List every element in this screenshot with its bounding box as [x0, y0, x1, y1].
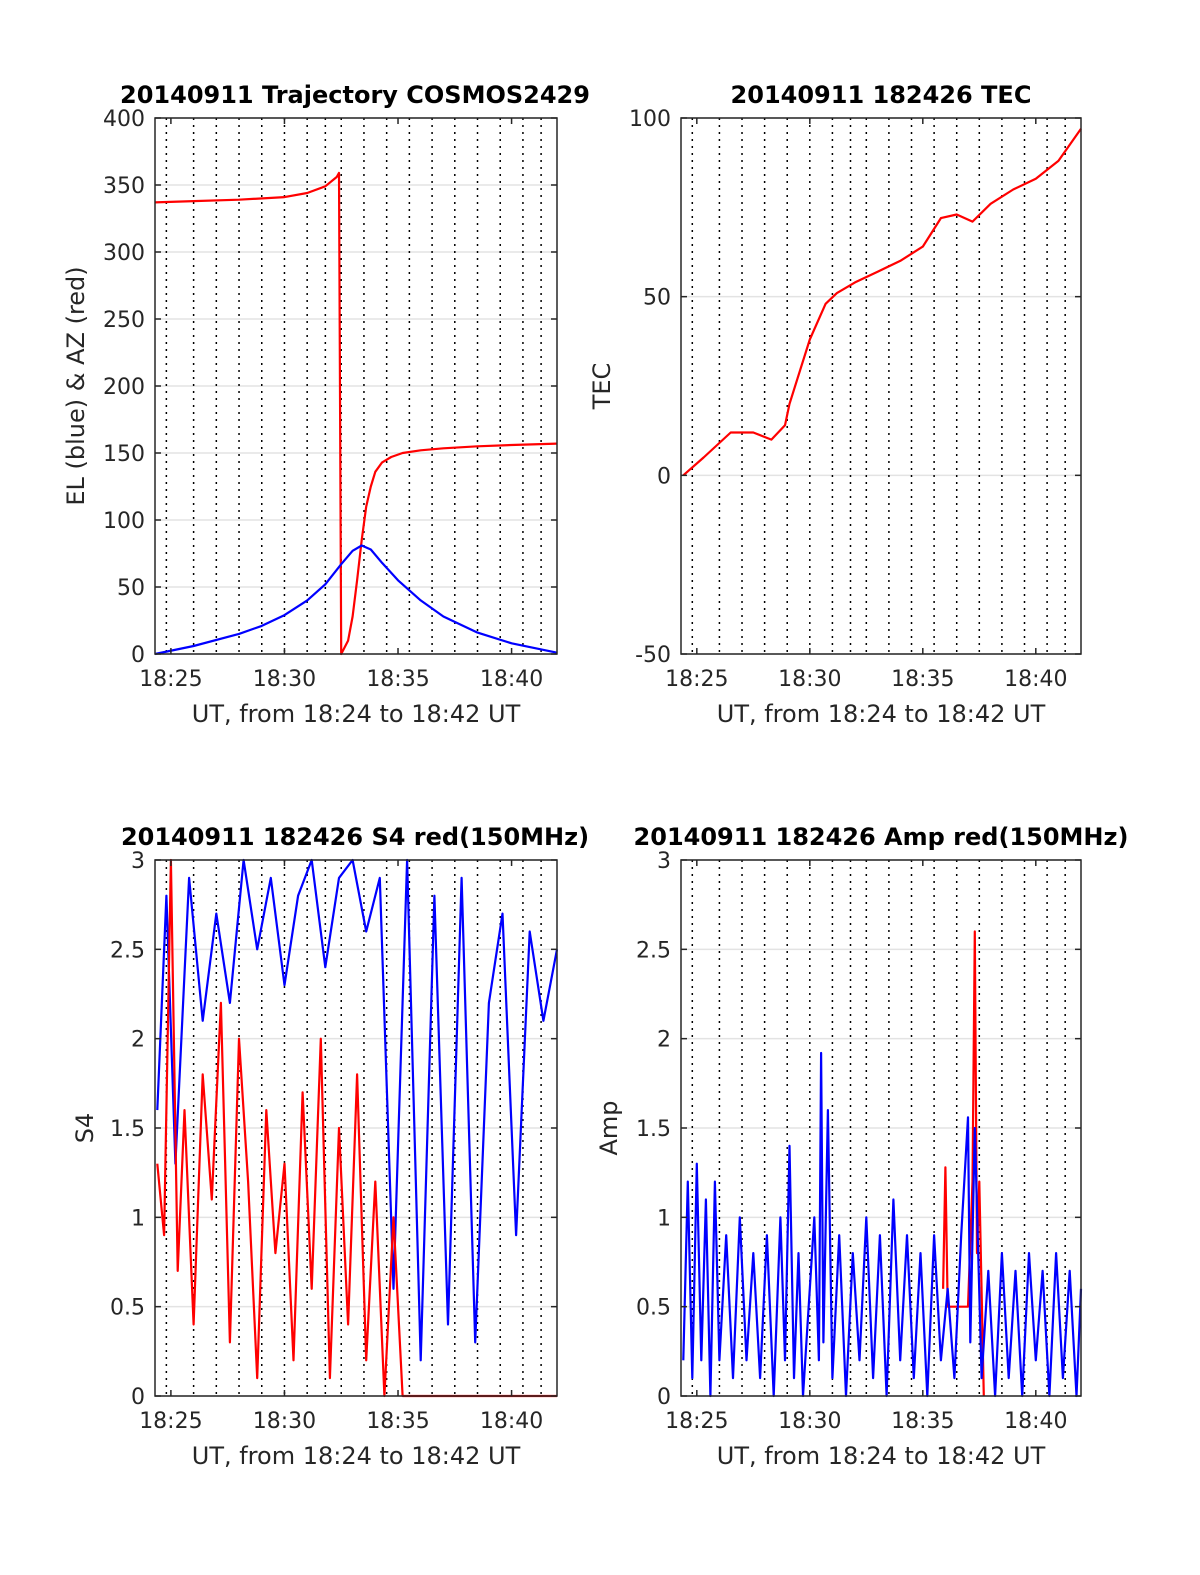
series-line-tec-1 — [682, 128, 1082, 477]
y-tick-label-s4: 2.5 — [110, 938, 145, 963]
x-tick-label-s4: 18:25 — [139, 1409, 202, 1434]
y-tick-label-tec: 100 — [629, 107, 671, 132]
y-tick-label-amp: 0.5 — [636, 1296, 671, 1321]
x-tick-label-trajectory: 18:30 — [253, 667, 316, 692]
x-tick-label-amp: 18:35 — [891, 1409, 954, 1434]
y-tick-label-tec: 50 — [643, 286, 671, 311]
x-axis-label-s4: UT, from 18:24 to 18:42 UT — [192, 1442, 521, 1470]
x-axis-label-trajectory: UT, from 18:24 to 18:42 UT — [192, 700, 521, 728]
chart-title-s4: 20140911 182426 S4 red(150MHz) — [121, 823, 589, 851]
chart-title-trajectory: 20140911 Trajectory COSMOS2429 — [120, 81, 590, 109]
x-tick-label-tec: 18:40 — [1004, 667, 1067, 692]
axes-box-tec — [680, 117, 1082, 655]
ticks-trajectory: 18:25 18:30 18:35 18:40 0 50 100 150 200 250 300 35… — [103, 107, 557, 692]
y-tick-label-trajectory: 100 — [103, 509, 145, 534]
x-axis-label-amp: UT, from 18:24 to 18:42 UT — [717, 1442, 1046, 1470]
x-tick-label-amp: 18:30 — [778, 1409, 841, 1434]
y-tick-label-tec: -50 — [635, 643, 671, 668]
y-tick-label-tec: 0 — [657, 464, 671, 489]
y-tick-label-s4: 3 — [131, 849, 145, 874]
y-tick-label-s4: 2 — [131, 1028, 145, 1053]
y-tick-label-amp: 0 — [657, 1385, 671, 1410]
x-tick-label-s4: 18:40 — [480, 1409, 543, 1434]
series-line-amp-1 — [942, 930, 985, 1397]
ticks-s4: 18:25 18:30 18:35 18:40 0 0.5 1 1.5 2 2.5 3 — [110, 849, 557, 1434]
x-tick-label-amp: 18:25 — [665, 1409, 728, 1434]
y-tick-label-trajectory: 0 — [131, 643, 145, 668]
y-tick-label-s4: 1 — [131, 1206, 145, 1231]
x-axis-label-tec: UT, from 18:24 to 18:42 UT — [717, 700, 1046, 728]
ticks-amp: 18:25 18:30 18:35 18:40 0 0.5 1 1.5 2 2.5 3 — [636, 849, 1081, 1434]
series-line-trajectory-2 — [154, 544, 558, 656]
y-axis-label-trajectory: EL (blue) & AZ (red) — [62, 266, 90, 505]
x-tick-label-tec: 18:25 — [665, 667, 728, 692]
y-tick-label-trajectory: 350 — [103, 174, 145, 199]
grid-tec — [681, 117, 1081, 655]
y-tick-label-trajectory: 300 — [103, 241, 145, 266]
series-line-trajectory-1 — [154, 171, 558, 656]
x-tick-label-tec: 18:35 — [891, 667, 954, 692]
y-tick-label-s4: 0 — [131, 1385, 145, 1410]
x-tick-label-tec: 18:30 — [778, 667, 841, 692]
y-tick-label-trajectory: 50 — [117, 576, 145, 601]
x-tick-label-trajectory: 18:40 — [480, 667, 543, 692]
y-tick-label-amp: 1 — [657, 1206, 671, 1231]
x-tick-label-trajectory: 18:25 — [139, 667, 202, 692]
y-tick-label-amp: 2.5 — [636, 938, 671, 963]
y-tick-label-amp: 3 — [657, 849, 671, 874]
grid-trajectory — [155, 117, 557, 655]
ticks-tec: 18:25 18:30 18:35 18:40 -50 0 50 100 — [629, 107, 1081, 692]
x-tick-label-amp: 18:40 — [1004, 1409, 1067, 1434]
x-tick-label-s4: 18:30 — [253, 1409, 316, 1434]
y-tick-label-amp: 1.5 — [636, 1117, 671, 1142]
panel-s4: 18:25 18:30 18:35 18:40 0 0.5 1 1.5 2 2.5 3 201409… — [71, 823, 589, 1470]
y-tick-label-trajectory: 150 — [103, 442, 145, 467]
panel-amp: 18:25 18:30 18:35 18:40 0 0.5 1 1.5 2 2.5 3 201409… — [595, 823, 1128, 1470]
chart-title-amp: 20140911 182426 Amp red(150MHz) — [634, 823, 1129, 851]
series-layer-trajectory — [154, 171, 558, 656]
y-tick-label-trajectory: 200 — [103, 375, 145, 400]
panel-trajectory: 18:25 18:30 18:35 18:40 0 50 100 150 200 250 300 35… — [62, 81, 590, 728]
chart-title-tec: 20140911 182426 TEC — [731, 81, 1032, 109]
y-tick-label-s4: 0.5 — [110, 1296, 145, 1321]
y-axis-label-amp: Amp — [595, 1100, 623, 1155]
y-axis-label-tec: TEC — [588, 363, 616, 411]
y-tick-label-s4: 1.5 — [110, 1117, 145, 1142]
x-tick-label-s4: 18:35 — [366, 1409, 429, 1434]
series-line-amp-2 — [682, 1051, 1083, 1398]
series-layer-tec — [682, 128, 1082, 477]
series-layer-amp — [682, 930, 1083, 1398]
y-tick-label-trajectory: 250 — [103, 308, 145, 333]
grid-amp — [681, 859, 1081, 1397]
y-tick-label-trajectory: 400 — [103, 107, 145, 132]
x-tick-label-trajectory: 18:35 — [366, 667, 429, 692]
panel-tec: 18:25 18:30 18:35 18:40 -50 0 50 100 20140911 1… — [588, 81, 1082, 728]
y-axis-label-s4: S4 — [71, 1113, 99, 1144]
y-tick-label-amp: 2 — [657, 1028, 671, 1053]
